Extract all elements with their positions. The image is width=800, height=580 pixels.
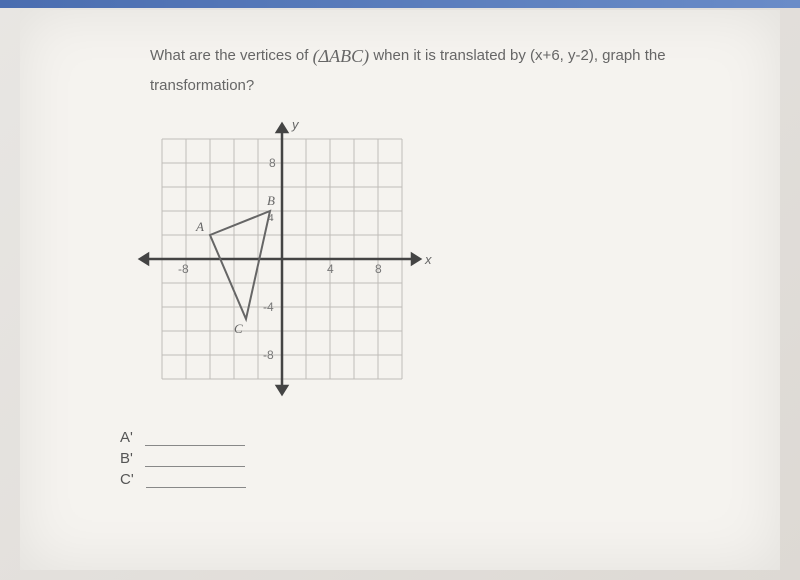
question-part3: transformation? (150, 77, 254, 94)
question-part2: when it is translated by (x+6, y-2), gra… (373, 47, 665, 64)
page-content: What are the vertices of (ΔABC) when it … (20, 10, 780, 570)
vertex-c-label: C (234, 321, 243, 336)
b-prime-label: B' (120, 450, 133, 467)
ytick-neg4: -4 (263, 300, 274, 314)
b-tick-4: 4 (268, 212, 274, 224)
xtick-8: 8 (375, 262, 382, 276)
answer-a-prime-row: A' (120, 429, 740, 446)
vertex-b-label: B (267, 193, 275, 208)
ytick-8: 8 (269, 156, 276, 170)
xtick-4: 4 (327, 262, 334, 276)
triangle-abc (210, 211, 270, 319)
coordinate-graph: x y -8 4 8 8 -4 -8 A B C 4 (120, 109, 440, 409)
c-prime-label: C' (120, 471, 134, 488)
answer-blanks: A' B' C' (120, 429, 740, 488)
answer-b-prime-row: B' (120, 450, 740, 467)
formula-triangle: (ΔABC) (313, 46, 370, 66)
c-prime-blank[interactable] (146, 487, 246, 488)
question-text: What are the vertices of (ΔABC) when it … (150, 40, 740, 99)
vertex-a-label: A (195, 219, 204, 234)
question-part1: What are the vertices of (150, 47, 313, 64)
ytick-neg8: -8 (263, 348, 274, 362)
x-axis-label: x (424, 252, 432, 267)
a-prime-label: A' (120, 429, 133, 446)
b-prime-blank[interactable] (145, 466, 245, 467)
y-axis-label: y (291, 117, 300, 132)
answer-c-prime-row: C' (120, 471, 740, 488)
top-accent-bar (0, 0, 800, 8)
a-prime-blank[interactable] (145, 445, 245, 446)
xtick-neg8: -8 (178, 262, 189, 276)
graph-container: x y -8 4 8 8 -4 -8 A B C 4 (120, 109, 740, 409)
